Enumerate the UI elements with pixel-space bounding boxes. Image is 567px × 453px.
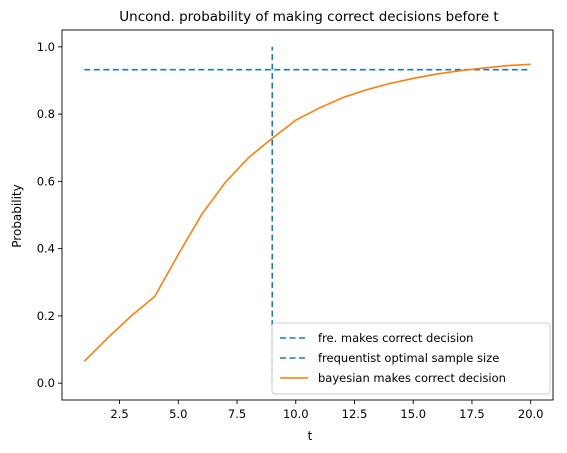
y-tick-label: 0.6 xyxy=(37,174,55,188)
x-tick-label: 5.0 xyxy=(169,407,187,421)
x-tick-label: 20.0 xyxy=(518,407,544,421)
y-tick-label: 0.8 xyxy=(37,107,55,121)
legend-label: frequentist optimal sample size xyxy=(318,351,499,365)
legend: fre. makes correct decision frequentist o… xyxy=(271,322,551,395)
x-tick-label: 12.5 xyxy=(342,407,368,421)
x-tick-label: 2.5 xyxy=(110,407,128,421)
legend-label: fre. makes correct decision xyxy=(318,331,473,345)
y-axis-label: Probability xyxy=(10,184,24,247)
plot-area xyxy=(83,46,531,384)
x-tick-label: 15.0 xyxy=(400,407,426,421)
y-tick-label: 1.0 xyxy=(37,40,55,54)
x-tick-label: 10.0 xyxy=(283,407,309,421)
legend-box xyxy=(271,322,551,395)
x-axis-label: t xyxy=(308,429,313,443)
legend-label: bayesian makes correct decision xyxy=(318,371,506,385)
axes-frame xyxy=(61,29,554,401)
chart-title: Uncond. probability of making correct de… xyxy=(119,9,498,25)
x-tick-label: 17.5 xyxy=(459,407,485,421)
x-tick-label: 7.5 xyxy=(228,407,246,421)
axes: 2.5 5.0 7.5 10.0 12.5 15.0 17.5 20.0 0.0 0.2 0.4 0.… xyxy=(37,29,554,421)
y-tick-label: 0.4 xyxy=(37,242,55,256)
y-tick-label: 0.0 xyxy=(37,376,55,390)
series-line-bayesian xyxy=(83,63,531,362)
y-tick-label: 0.2 xyxy=(37,309,55,323)
